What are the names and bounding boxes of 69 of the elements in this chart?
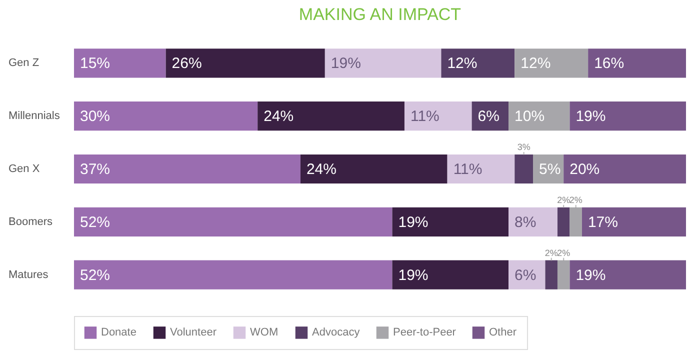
bar: [564, 154, 686, 184]
bar: [74, 260, 392, 290]
data-label: 6%: [478, 108, 500, 126]
bar: [74, 154, 300, 184]
bar: [545, 260, 558, 290]
y-tick-label: Matures: [8, 268, 49, 281]
bar: [514, 154, 533, 184]
legend-label: Donate: [101, 326, 136, 339]
data-label: 19%: [398, 214, 428, 231]
data-label: 6%: [514, 266, 536, 284]
legend-label: WOM: [250, 326, 278, 339]
data-label: 24%: [306, 161, 336, 178]
bar: [74, 102, 258, 131]
y-tick-label: Millennials: [8, 110, 60, 122]
data-label: 2%: [557, 194, 570, 205]
data-label: 3%: [517, 142, 530, 152]
bar: [74, 48, 166, 78]
bar: [392, 207, 509, 236]
bar: [570, 102, 686, 131]
data-label: 52%: [80, 266, 110, 284]
legend-label: Volunteer: [170, 326, 217, 339]
bar: [404, 102, 472, 131]
y-tick-label: Boomers: [8, 216, 54, 228]
data-label: 19%: [398, 266, 428, 284]
bar: [324, 48, 442, 78]
data-label: 10%: [514, 108, 545, 126]
data-label: 2%: [544, 248, 558, 258]
data-label: 11%: [453, 161, 482, 178]
legend-label: Peer-to-Peer: [393, 326, 456, 339]
data-label: 11%: [410, 108, 440, 126]
data-label: 16%: [594, 55, 624, 72]
bar: [514, 48, 588, 78]
bar: [74, 207, 392, 236]
legend-label: Advocacy: [312, 326, 360, 339]
bar: [570, 260, 686, 290]
bar: [570, 207, 582, 236]
chart-title: MAKING AN IMPACT: [298, 5, 462, 24]
data-label: 30%: [80, 108, 110, 126]
data-label: 19%: [576, 266, 606, 284]
bar: [300, 154, 448, 184]
bar: [392, 260, 509, 290]
data-label: 5%: [539, 161, 561, 178]
data-label: 37%: [80, 161, 110, 178]
bar: [258, 102, 404, 131]
legend-label: Other: [489, 326, 517, 339]
data-label: 19%: [330, 55, 361, 72]
bar: [508, 102, 570, 131]
data-label: 20%: [570, 161, 600, 178]
data-label: 12%: [447, 55, 478, 72]
bar: [582, 207, 686, 236]
y-tick-label: Gen X: [8, 163, 40, 175]
bar: [557, 260, 570, 290]
data-label: 24%: [264, 108, 294, 126]
data-label: 17%: [588, 214, 618, 231]
data-label: 15%: [80, 55, 110, 72]
bar: [588, 48, 686, 78]
bar: [557, 207, 570, 236]
bar: [508, 207, 558, 236]
data-label: 52%: [80, 214, 110, 231]
data-label: 26%: [172, 55, 202, 72]
data-label: 12%: [520, 55, 551, 72]
bar: [447, 154, 515, 184]
data-label: 2%: [557, 248, 570, 258]
data-label: 2%: [569, 194, 582, 205]
bar: [166, 48, 325, 78]
bar: [441, 48, 515, 78]
data-label: 8%: [514, 214, 536, 231]
y-tick-label: Gen Z: [8, 57, 40, 70]
data-label: 19%: [576, 108, 606, 126]
